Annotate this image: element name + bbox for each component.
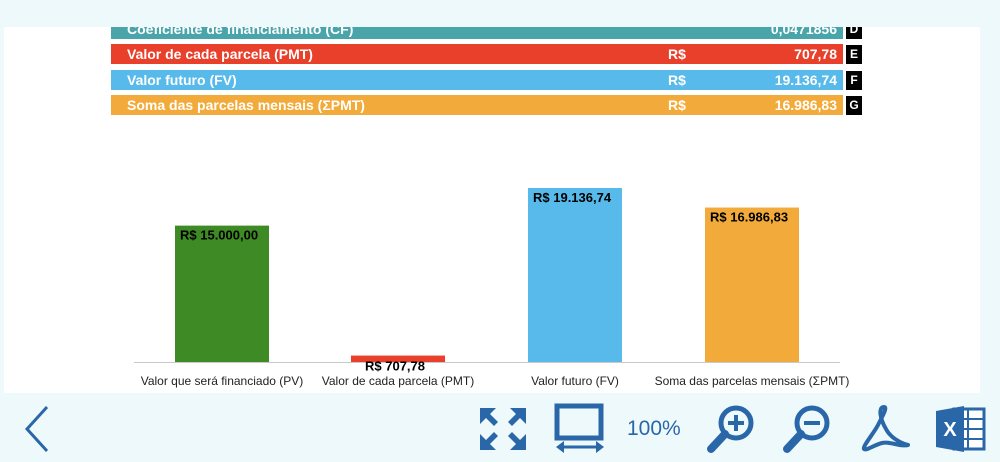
bar bbox=[705, 207, 799, 362]
pdf-icon[interactable] bbox=[860, 403, 912, 455]
data-label: R$ 707,78 bbox=[365, 359, 425, 374]
row-tag: E bbox=[846, 45, 862, 64]
summary-row: Soma das parcelas mensais (ΣPMT) R$ 16.986… bbox=[111, 95, 843, 115]
category-label: Soma das parcelas mensais (ΣPMT) bbox=[655, 374, 850, 388]
row-tag: F bbox=[846, 71, 862, 90]
bar bbox=[351, 355, 445, 362]
row-value: 19.136,74 bbox=[774, 72, 837, 88]
fit-width-icon[interactable] bbox=[554, 403, 606, 455]
summary-row: Valor de cada parcela (PMT) R$ 707,78 bbox=[111, 44, 843, 64]
row-currency: R$ bbox=[668, 97, 686, 113]
zoom-out-icon[interactable] bbox=[782, 403, 834, 455]
zoom-level: 100% bbox=[627, 417, 681, 440]
data-label: R$ 16.986,83 bbox=[710, 210, 788, 225]
summary-row: Coeficiente de financiamento (CF) 0,04718… bbox=[111, 27, 843, 39]
summary-row: Valor futuro (FV) R$ 19.136,74 bbox=[111, 70, 843, 90]
row-tag: G bbox=[846, 96, 862, 115]
category-label: Valor que será financiado (PV) bbox=[141, 374, 304, 388]
data-label: R$ 15.000,00 bbox=[180, 228, 258, 243]
row-label: Coeficiente de financiamento (CF) bbox=[127, 27, 354, 37]
row-label: Valor futuro (FV) bbox=[127, 72, 237, 88]
row-tag: D bbox=[846, 27, 862, 39]
bar-chart: R$ 15.000,00 Valor que será financiado (P… bbox=[134, 188, 850, 388]
row-label: Valor de cada parcela (PMT) bbox=[127, 46, 313, 62]
category-label: Valor futuro (FV) bbox=[531, 374, 619, 388]
row-value: 16.986,83 bbox=[774, 97, 837, 113]
svg-text:X: X bbox=[943, 419, 957, 441]
row-value: 707,78 bbox=[794, 46, 837, 62]
data-label: R$ 19.136,74 bbox=[533, 190, 612, 205]
category-label: Valor de cada parcela (PMT) bbox=[322, 374, 475, 388]
bar bbox=[528, 188, 622, 362]
fullscreen-icon[interactable] bbox=[478, 406, 528, 452]
row-label: Soma das parcelas mensais (ΣPMT) bbox=[127, 97, 365, 113]
zoom-in-icon[interactable] bbox=[706, 403, 758, 455]
bar bbox=[175, 225, 269, 362]
bottom-toolbar: 100% X bbox=[0, 393, 1000, 462]
row-value: 0,0471856 bbox=[770, 27, 837, 37]
spreadsheet-view: Coeficiente de financiamento (CF) 0,04718… bbox=[4, 27, 980, 393]
back-chevron-icon[interactable] bbox=[20, 404, 54, 454]
excel-icon[interactable]: X bbox=[934, 403, 988, 455]
row-currency: R$ bbox=[668, 72, 686, 88]
row-currency: R$ bbox=[668, 46, 686, 62]
